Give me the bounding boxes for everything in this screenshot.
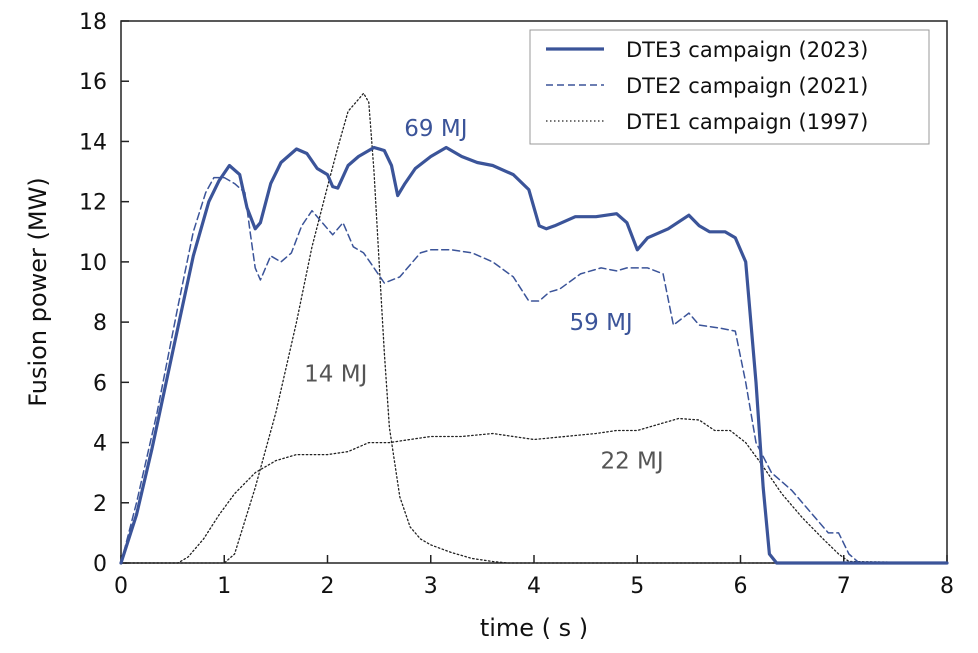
legend: DTE3 campaign (2023) DTE2 campaign (2021…	[529, 29, 930, 145]
legend-label-dte1: DTE1 campaign (1997)	[626, 110, 868, 134]
y-tick-label: 8	[93, 311, 107, 336]
x-tick-label: 1	[217, 574, 231, 599]
y-tick-label: 16	[79, 70, 107, 95]
legend-label-dte2: DTE2 campaign (2021)	[626, 74, 868, 98]
x-tick-label: 2	[321, 574, 335, 599]
series-line-0	[119, 145, 949, 565]
y-tick-label: 2	[93, 492, 107, 517]
x-tick-label: 7	[837, 574, 851, 599]
y-tick-label: 12	[79, 191, 107, 216]
annotations: 69 MJ 59 MJ 14 MJ 22 MJ	[304, 116, 664, 475]
series-line-3	[120, 417, 948, 564]
annotation-label: 59 MJ	[570, 310, 633, 336]
x-tick-label: 3	[424, 574, 438, 599]
annotation-label: 69 MJ	[404, 116, 467, 142]
x-tick-label: 5	[630, 574, 644, 599]
x-tick-label: 6	[734, 574, 748, 599]
annotation-label: 14 MJ	[304, 361, 367, 387]
y-tick-label: 14	[79, 130, 107, 155]
x-tick-label: 0	[114, 574, 128, 599]
x-axis-label: time ( s )	[480, 614, 588, 642]
y-tick-label: 4	[93, 432, 107, 457]
y-axis-label: Fusion power (MW)	[24, 177, 52, 406]
x-tick-label: 4	[527, 574, 541, 599]
annotation-label: 22 MJ	[600, 449, 663, 475]
y-tick-label: 18	[79, 10, 107, 35]
y-tick-label: 10	[79, 251, 107, 276]
series-line-2	[120, 92, 948, 564]
series-layer	[119, 92, 949, 565]
y-tick-label: 6	[93, 371, 107, 396]
x-tick-label: 8	[940, 574, 954, 599]
legend-label-dte3: DTE3 campaign (2023)	[626, 38, 868, 62]
y-tick-label: 0	[93, 552, 107, 577]
